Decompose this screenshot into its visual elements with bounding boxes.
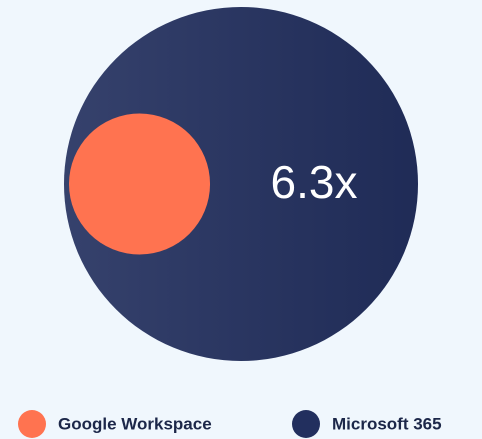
legend-swatch	[18, 410, 46, 438]
legend-label: Google Workspace	[58, 414, 212, 433]
bubble	[69, 113, 211, 255]
legend-label: Microsoft 365	[332, 414, 442, 433]
bubble-sheen	[64, 7, 418, 361]
value-label: 6.3x	[271, 156, 358, 208]
legend-swatch	[292, 410, 320, 438]
